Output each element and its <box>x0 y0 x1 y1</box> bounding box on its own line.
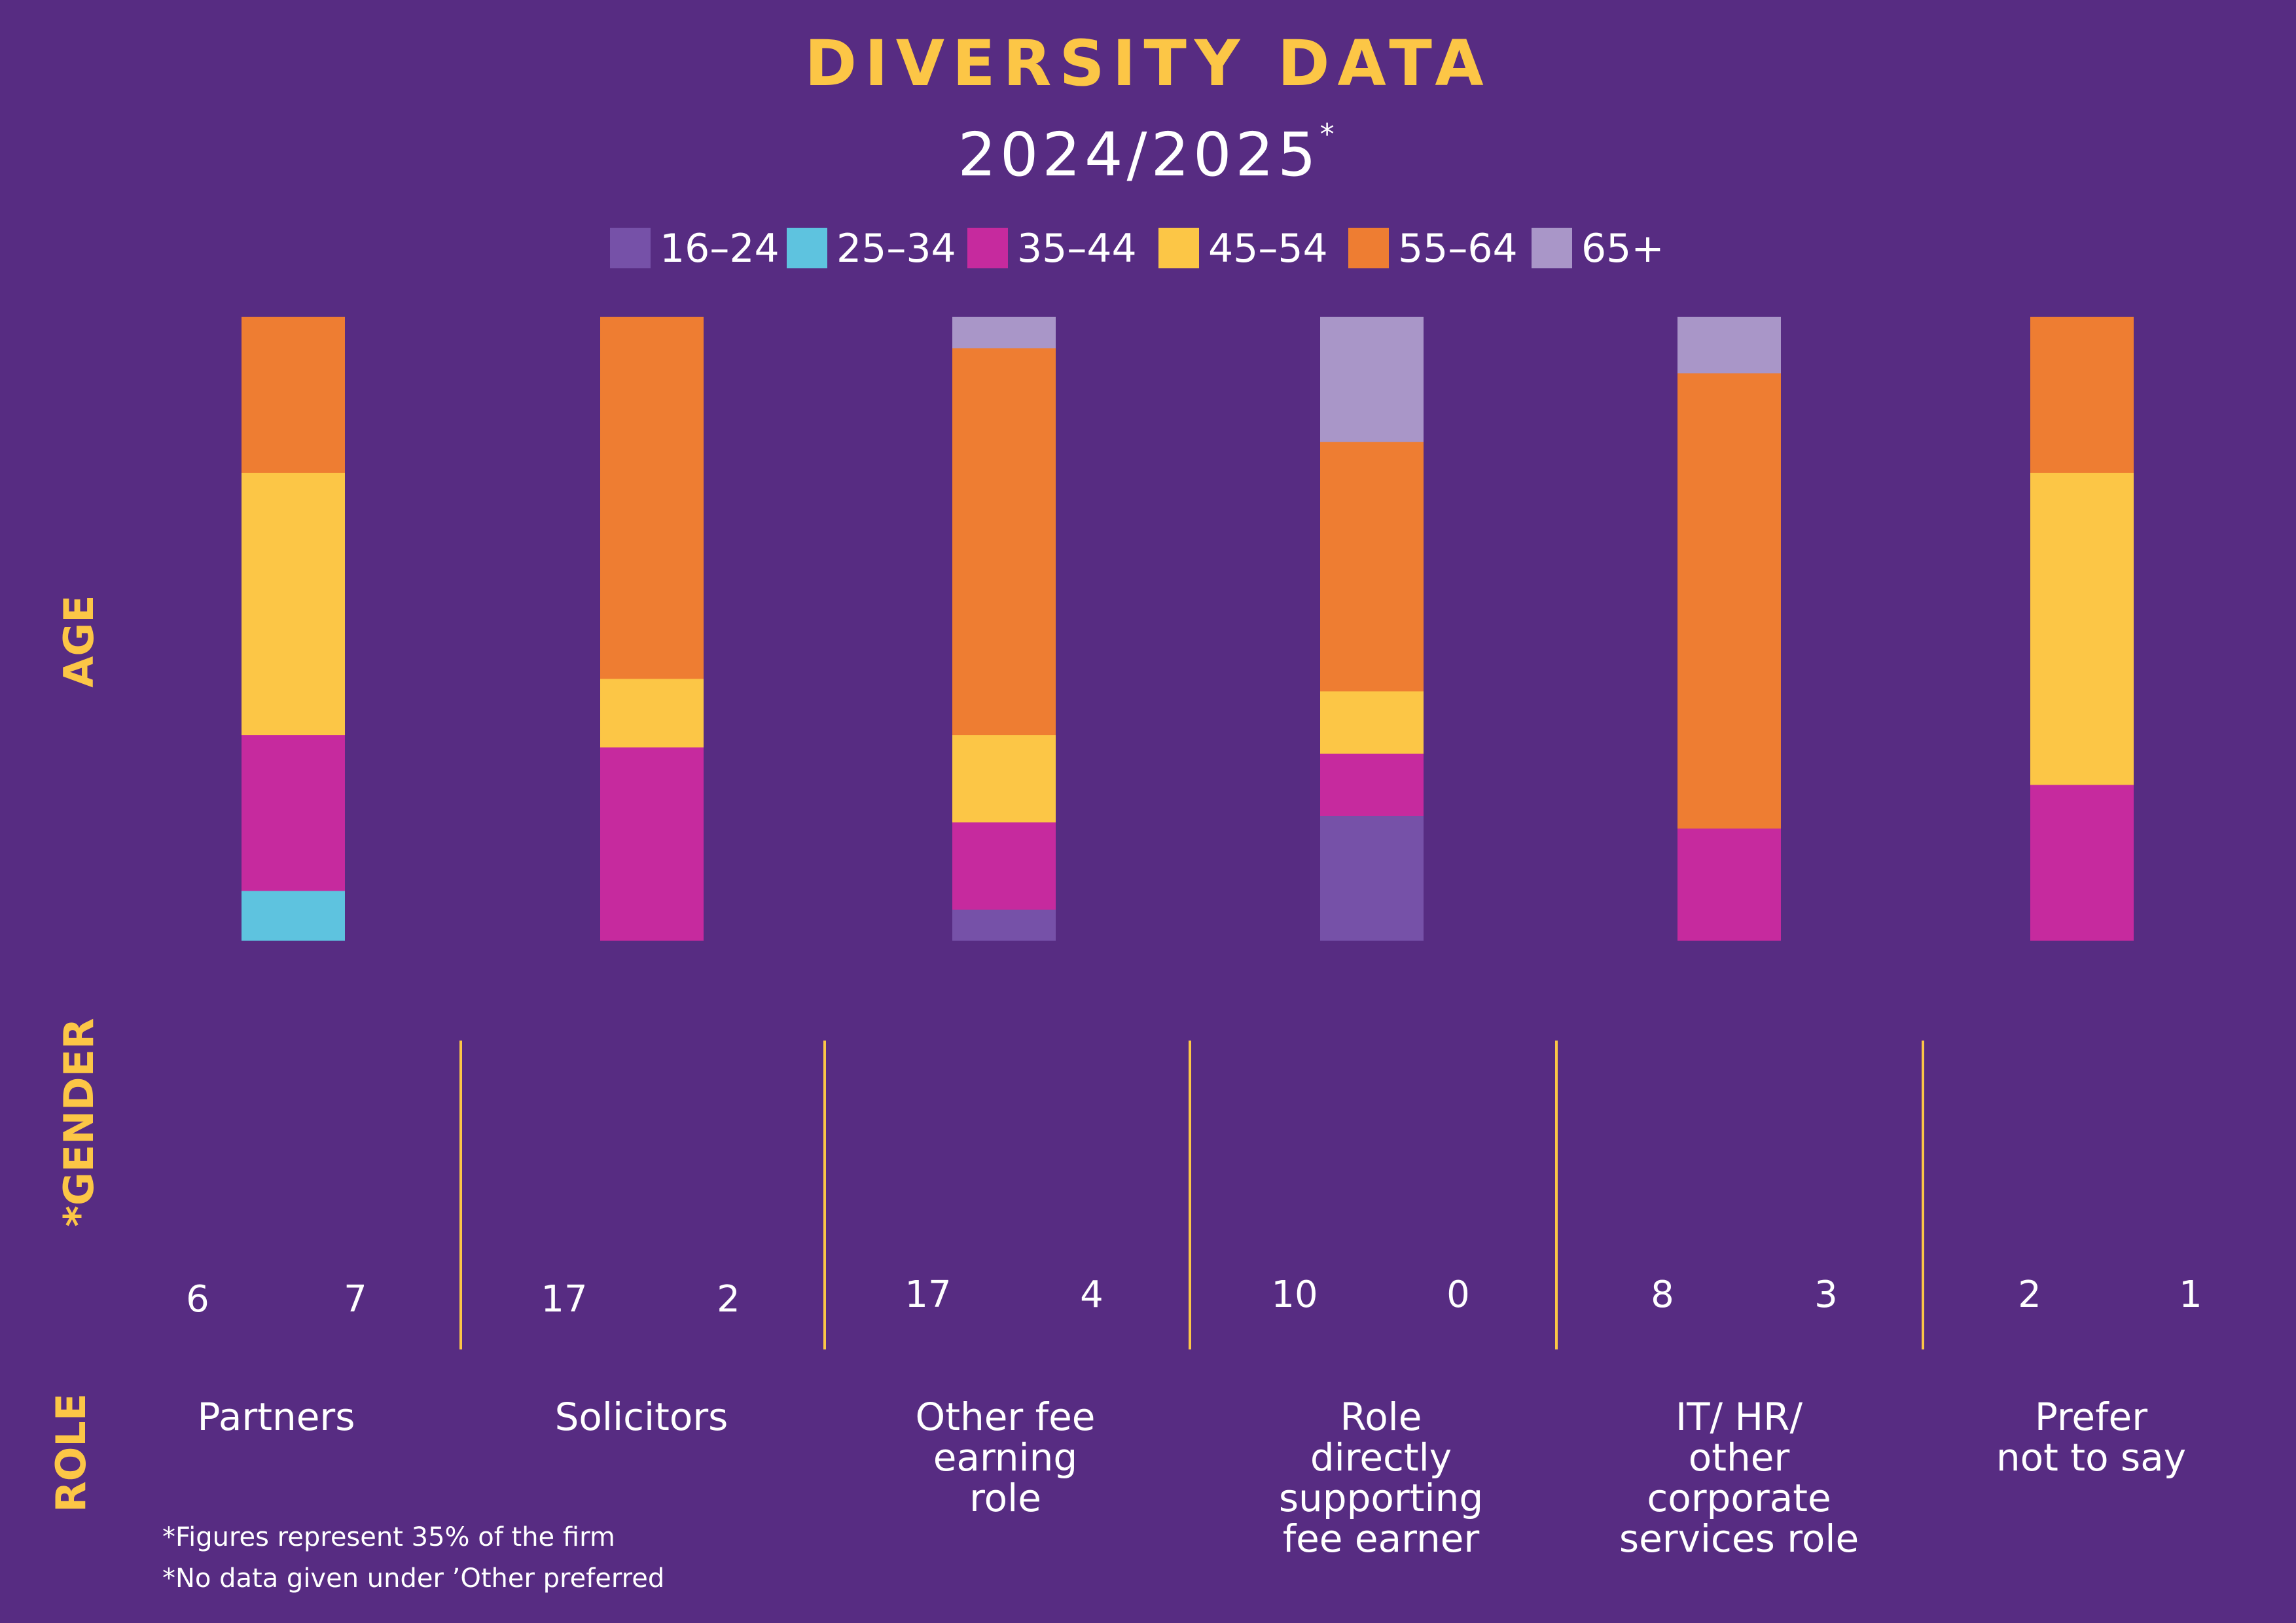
column-dividers <box>459 1041 1924 1349</box>
bar-segment-3-3 <box>1320 690 1424 754</box>
role-label-5-line-1: not to say <box>1996 1435 2186 1480</box>
bar-segment-2-4 <box>952 348 1056 736</box>
column-divider-4 <box>1922 1041 1924 1349</box>
column-divider-0 <box>459 1041 462 1349</box>
age-bars <box>242 317 2134 941</box>
role-label-3-line-0: Role <box>1340 1395 1422 1439</box>
male-count-5: 1 <box>2179 1274 2202 1316</box>
role-label-4-line-1: other <box>1689 1435 1790 1480</box>
age-section-label: AGE <box>55 595 103 687</box>
column-divider-1 <box>823 1041 826 1349</box>
bar-segment-2-3 <box>952 734 1056 823</box>
role-label-5-line-0: Prefer <box>2035 1395 2147 1439</box>
bar-segment-3-5 <box>1320 317 1424 442</box>
female-count-0: 6 <box>186 1278 209 1321</box>
legend-swatch-0 <box>610 228 651 268</box>
legend-label-3: 45–54 <box>1208 226 1328 272</box>
role-section-label: ROLE <box>47 1393 95 1512</box>
legend-label-2: 35–44 <box>1017 226 1137 272</box>
gender-section-label: *GENDER <box>55 1018 103 1226</box>
bar-segment-0-1 <box>242 890 345 941</box>
male-count-2: 4 <box>1080 1274 1103 1316</box>
role-label-4-line-0: IT/ HR/ <box>1676 1395 1803 1439</box>
male-count-4: 3 <box>1814 1274 1838 1316</box>
column-divider-2 <box>1189 1041 1191 1349</box>
role-label-3-line-3: fee earner <box>1283 1516 1480 1561</box>
female-count-2: 17 <box>905 1274 951 1316</box>
bar-segment-3-2 <box>1320 753 1424 816</box>
legend-label-0: 16–24 <box>660 226 780 272</box>
role-label-3-line-1: directly <box>1310 1435 1452 1480</box>
bar-segment-2-2 <box>952 821 1056 910</box>
bar-segment-3-0 <box>1320 815 1424 941</box>
legend-label-5: 65+ <box>1581 226 1664 272</box>
female-count-4: 8 <box>1651 1274 1674 1316</box>
female-count-5: 2 <box>2018 1274 2041 1316</box>
female-count-1: 17 <box>541 1278 587 1321</box>
male-count-1: 2 <box>717 1278 740 1321</box>
role-label-2-line-0: Other fee <box>916 1395 1096 1439</box>
footnote-1: *Figures represent 35% of the firm <box>162 1522 615 1552</box>
role-label-3-line-2: supporting <box>1279 1476 1483 1520</box>
bar-segment-1-2 <box>600 747 704 941</box>
bar-segment-4-5 <box>1677 317 1781 374</box>
legend-swatch-4 <box>1348 228 1389 268</box>
legend-swatch-5 <box>1532 228 1572 268</box>
bar-segment-1-3 <box>600 678 704 748</box>
subtitle-years: 2024/2025 <box>958 120 1319 190</box>
legend-swatch-2 <box>967 228 1008 268</box>
legend-label-1: 25–34 <box>836 226 956 272</box>
footnote-2: *No data given under ’Other preferred <box>162 1563 664 1594</box>
bar-segment-5-2 <box>2030 784 2134 941</box>
role-label-4-line-2: corporate <box>1647 1476 1831 1520</box>
bar-segment-4-2 <box>1677 828 1781 941</box>
female-count-3: 10 <box>1271 1274 1318 1316</box>
legend-swatch-1 <box>787 228 827 268</box>
legend-label-4: 55–64 <box>1398 226 1518 272</box>
subtitle-asterisk: * <box>1320 118 1338 151</box>
chart-title: DIVERSITY DATA <box>804 27 1491 100</box>
legend: 16–24 25–34 35–44 45–54 55–64 65+ <box>610 226 1664 272</box>
role-label-1-line-0: Solicitors <box>555 1395 728 1439</box>
role-label-0-line-0: Partners <box>197 1395 355 1439</box>
bar-segment-0-3 <box>242 473 345 736</box>
bar-segment-4-4 <box>1677 372 1781 829</box>
bar-segment-1-4 <box>600 317 704 679</box>
bar-segment-0-2 <box>242 734 345 891</box>
role-label-2-line-2: role <box>969 1476 1041 1520</box>
male-count-3: 0 <box>1446 1274 1470 1316</box>
role-label-2-line-1: earning <box>933 1435 1078 1480</box>
male-count-0: 7 <box>344 1278 367 1321</box>
role-label-4-line-3: services role <box>1619 1516 1859 1561</box>
legend-swatch-3 <box>1158 228 1199 268</box>
bar-segment-2-0 <box>952 909 1056 941</box>
bar-segment-5-4 <box>2030 317 2134 473</box>
bar-segment-0-4 <box>242 317 345 473</box>
bar-segment-3-4 <box>1320 441 1424 692</box>
column-divider-3 <box>1555 1041 1558 1349</box>
chart-subtitle: 2024/2025* <box>958 118 1338 190</box>
gender-counts: 6 7 17 2 17 4 10 0 8 3 2 1 <box>186 1274 2202 1321</box>
bar-segment-2-5 <box>952 317 1056 349</box>
bar-segment-5-3 <box>2030 473 2134 785</box>
